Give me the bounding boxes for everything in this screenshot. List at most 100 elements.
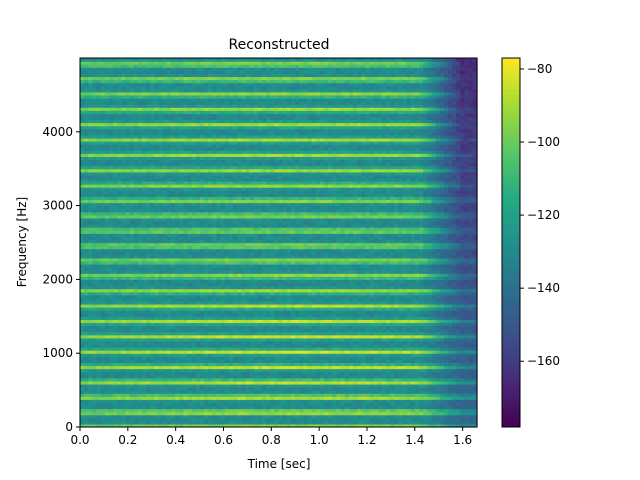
- heatmap-cell: [117, 141, 122, 145]
- heatmap-cell: [113, 319, 118, 324]
- heatmap-cell: [158, 337, 164, 342]
- heatmap-cell: [121, 119, 127, 124]
- heatmap-cell: [170, 82, 176, 87]
- heatmap-cell: [142, 377, 147, 382]
- heatmap-cell: [108, 82, 114, 87]
- heatmap-cell: [158, 245, 164, 250]
- heatmap-cell: [100, 316, 106, 320]
- heatmap-cell: [96, 340, 102, 345]
- heatmap-cell: [158, 313, 164, 317]
- heatmap-cell: [166, 64, 172, 68]
- heatmap-cell: [113, 316, 118, 320]
- heatmap-cell: [84, 184, 89, 188]
- heatmap-cell: [166, 245, 172, 250]
- heatmap-cell: [108, 350, 114, 354]
- heatmap-cell: [125, 156, 131, 161]
- heatmap-cell: [162, 141, 168, 145]
- heatmap-cell: [100, 325, 106, 330]
- heatmap-cell: [125, 64, 131, 68]
- heatmap-cell: [100, 362, 106, 367]
- heatmap-cell: [100, 257, 106, 262]
- heatmap-cell: [158, 371, 164, 376]
- heatmap-cell: [129, 377, 135, 382]
- heatmap-cell: [100, 322, 106, 327]
- heatmap-cell: [133, 291, 139, 296]
- heatmap-cell: [146, 97, 151, 102]
- heatmap-cell: [92, 131, 98, 136]
- heatmap-cell: [96, 230, 102, 234]
- heatmap-cell: [170, 199, 176, 204]
- heatmap-cell: [104, 230, 110, 234]
- heatmap-cell: [108, 61, 114, 65]
- heatmap-cell: [158, 101, 164, 105]
- heatmap-cell: [121, 383, 127, 388]
- heatmap-cell: [104, 380, 110, 385]
- heatmap-cell: [100, 181, 106, 185]
- heatmap-cell: [166, 174, 172, 179]
- heatmap-cell: [104, 334, 110, 339]
- heatmap-cell: [121, 76, 127, 81]
- heatmap-cell: [80, 328, 85, 333]
- heatmap-cell: [125, 307, 131, 311]
- heatmap-cell: [142, 328, 147, 333]
- heatmap-cell: [137, 70, 143, 74]
- heatmap-cell: [100, 347, 106, 351]
- heatmap-cell: [92, 165, 98, 170]
- heatmap-cell: [162, 196, 168, 201]
- heatmap-cell: [154, 414, 160, 419]
- heatmap-cell: [170, 94, 176, 99]
- heatmap-cell: [96, 264, 102, 268]
- heatmap-cell: [146, 159, 151, 164]
- heatmap-cell: [121, 122, 127, 127]
- heatmap-cell: [100, 205, 106, 210]
- heatmap-cell: [170, 359, 176, 364]
- heatmap-cell: [154, 236, 160, 241]
- heatmap-cell: [133, 377, 139, 382]
- heatmap-cell: [121, 294, 127, 299]
- heatmap-cell: [113, 104, 118, 108]
- heatmap-cell: [137, 242, 143, 247]
- heatmap-cell: [154, 239, 160, 244]
- heatmap-cell: [204, 58, 209, 62]
- heatmap-cell: [162, 260, 168, 265]
- heatmap-cell: [96, 402, 102, 407]
- heatmap-cell: [113, 101, 118, 105]
- heatmap-cell: [84, 101, 89, 105]
- heatmap-cell: [104, 399, 110, 403]
- heatmap-cell: [129, 91, 135, 96]
- heatmap-cell: [166, 331, 172, 336]
- heatmap-cell: [150, 174, 156, 179]
- heatmap-cell: [150, 423, 156, 428]
- heatmap-cell: [166, 371, 172, 376]
- heatmap-cell: [166, 177, 172, 182]
- heatmap-cell: [133, 310, 139, 314]
- heatmap-cell: [142, 411, 147, 416]
- heatmap-cell: [166, 285, 172, 290]
- heatmap-cell: [187, 58, 193, 62]
- heatmap-cell: [108, 141, 114, 145]
- heatmap-cell: [162, 343, 168, 348]
- heatmap-cell: [129, 76, 135, 81]
- heatmap-cell: [80, 202, 85, 207]
- heatmap-cell: [137, 356, 143, 360]
- heatmap-cell: [158, 390, 164, 394]
- heatmap-cell: [117, 279, 122, 284]
- heatmap-cell: [84, 113, 89, 118]
- heatmap-cell: [162, 208, 168, 213]
- heatmap-cell: [92, 267, 98, 271]
- heatmap-cell: [125, 174, 131, 179]
- heatmap-cell: [146, 153, 151, 157]
- heatmap-cell: [162, 64, 168, 68]
- heatmap-cell: [121, 288, 127, 293]
- heatmap-cell: [166, 251, 172, 256]
- heatmap-cell: [142, 387, 147, 391]
- heatmap-cell: [133, 353, 139, 357]
- heatmap-cell: [80, 196, 85, 201]
- heatmap-cell: [96, 331, 102, 336]
- heatmap-cell: [150, 220, 156, 225]
- heatmap-cell: [146, 371, 151, 376]
- heatmap-cell: [158, 393, 164, 397]
- heatmap-cell: [84, 350, 89, 354]
- heatmap-cell: [80, 205, 85, 210]
- heatmap-cell: [100, 288, 106, 293]
